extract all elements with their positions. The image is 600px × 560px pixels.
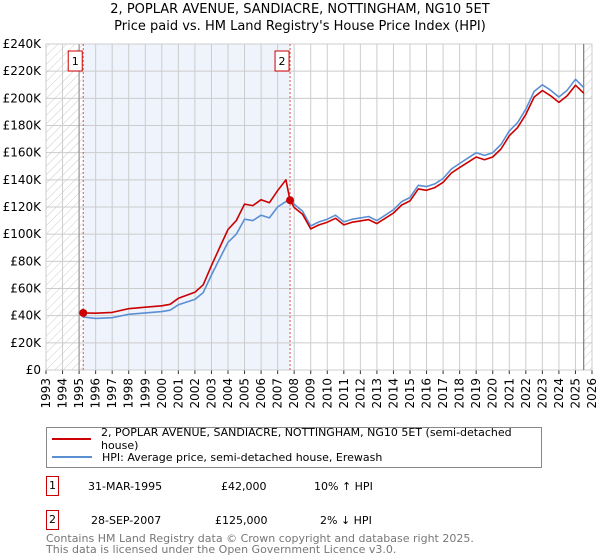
y-tick-label: £200K bbox=[3, 91, 43, 105]
y-tick-label: £0 bbox=[26, 363, 41, 377]
x-tick-label: 2017 bbox=[436, 378, 450, 409]
x-tick-label: 2012 bbox=[353, 378, 367, 409]
x-tick-label: 2007 bbox=[271, 378, 285, 409]
x-tick-label: 2013 bbox=[370, 378, 384, 409]
x-tick-label: 1998 bbox=[122, 378, 136, 409]
footer-line-1: Contains HM Land Registry data © Crown c… bbox=[46, 532, 474, 545]
sale-hpi-diff: 10% ↑ HPI bbox=[314, 480, 373, 493]
x-tick-label: 2011 bbox=[337, 378, 351, 409]
x-tick-label: 1997 bbox=[105, 378, 119, 409]
sale-label-box bbox=[67, 50, 83, 72]
x-tick-label: 2003 bbox=[204, 378, 218, 409]
y-tick-label: £140K bbox=[3, 173, 43, 187]
y-tick-label: £160K bbox=[3, 146, 43, 160]
sale-badge: 1 bbox=[46, 476, 59, 496]
x-tick-label: 1995 bbox=[72, 378, 86, 409]
x-tick-label: 2000 bbox=[155, 378, 169, 409]
sale-label: 1 bbox=[72, 55, 79, 68]
x-tick-label: 1996 bbox=[89, 378, 103, 409]
legend-label: 2, POPLAR AVENUE, SANDIACRE, NOTTINGHAM,… bbox=[100, 426, 512, 452]
legend-swatch-red bbox=[52, 438, 91, 440]
sale-badge: 2 bbox=[46, 510, 59, 530]
hpi-series-line bbox=[83, 78, 585, 320]
sale-price: £42,000 bbox=[221, 480, 267, 493]
sale-price: £125,000 bbox=[215, 514, 268, 527]
x-tick-label: 1993 bbox=[39, 378, 53, 409]
x-tick-label: 2001 bbox=[171, 378, 185, 409]
footer-line-2: This data is licensed under the Open Gov… bbox=[46, 543, 397, 556]
x-tick-label: 1994 bbox=[56, 378, 70, 409]
y-tick-label: £220K bbox=[3, 64, 43, 78]
x-tick-label: 2020 bbox=[486, 378, 500, 409]
x-tick-label: 2015 bbox=[403, 378, 417, 409]
sale-row: 2 28-SEP-2007 £125,000 2% ↓ HPI bbox=[46, 510, 446, 532]
sale-date: 31-MAR-1995 bbox=[88, 480, 163, 493]
legend-label: HPI: Average price, semi-detached house,… bbox=[102, 450, 383, 464]
x-tick-label: 2022 bbox=[519, 378, 533, 409]
legend-swatch-blue bbox=[52, 456, 92, 458]
sale-point bbox=[79, 308, 88, 317]
y-tick-label: £40K bbox=[10, 309, 42, 323]
y-tick-label: £60K bbox=[10, 282, 42, 296]
x-tick-label: 2004 bbox=[221, 378, 235, 409]
y-tick-label: £100K bbox=[3, 227, 43, 241]
sale-row: 1 31-MAR-1995 £42,000 10% ↑ HPI bbox=[46, 476, 446, 498]
x-tick-label: 2018 bbox=[453, 378, 467, 409]
legend-item-property: 2, POPLAR AVENUE, SANDIACRE, NOTTINGHAM,… bbox=[52, 426, 541, 452]
x-tick-label: 2005 bbox=[238, 378, 252, 409]
x-tick-label: 2010 bbox=[320, 378, 334, 409]
plot-frame bbox=[45, 43, 593, 371]
x-tick-label: 2026 bbox=[585, 378, 599, 409]
x-tick-label: 2021 bbox=[502, 378, 516, 409]
x-tick-label: 2016 bbox=[420, 378, 434, 409]
x-tick-label: 2014 bbox=[386, 378, 400, 409]
footer: Contains HM Land Registry data © Crown c… bbox=[46, 533, 474, 555]
x-tick-label: 2025 bbox=[568, 378, 582, 409]
y-tick-label: £240K bbox=[3, 37, 43, 51]
x-tick-label: 2009 bbox=[304, 378, 318, 409]
legend: 2, POPLAR AVENUE, SANDIACRE, NOTTINGHAM,… bbox=[46, 426, 542, 468]
y-tick-label: £80K bbox=[10, 254, 42, 268]
sale-date: 28-SEP-2007 bbox=[91, 514, 162, 527]
sale-hpi-diff: 2% ↓ HPI bbox=[320, 514, 372, 527]
x-tick-label: 2006 bbox=[254, 378, 268, 409]
x-tick-label: 2008 bbox=[287, 378, 301, 409]
sale-label: 2 bbox=[279, 55, 286, 68]
sale-point bbox=[286, 196, 295, 205]
y-tick-label: £180K bbox=[3, 119, 43, 133]
legend-item-hpi: HPI: Average price, semi-detached house,… bbox=[52, 449, 382, 465]
x-tick-label: 2019 bbox=[469, 378, 483, 409]
y-tick-label: £20K bbox=[10, 336, 42, 350]
chart-svg: 1993 1994 1995 1996 1997 1998 1999 2000 2001 2002… bbox=[3, 37, 599, 409]
chart-title: 2, POPLAR AVENUE, SANDIACRE, NOTTINGHAM,… bbox=[110, 2, 490, 17]
sale-label-box bbox=[274, 50, 290, 72]
x-tick-label: 1999 bbox=[138, 378, 152, 409]
chart-subtitle: Price paid vs. HM Land Registry's House … bbox=[114, 19, 486, 34]
x-tick-label: 2023 bbox=[535, 378, 549, 409]
x-tick-label: 2024 bbox=[552, 378, 566, 409]
property-series-line bbox=[83, 84, 585, 315]
x-tick-label: 2002 bbox=[188, 378, 202, 409]
y-tick-label: £120K bbox=[3, 200, 43, 214]
